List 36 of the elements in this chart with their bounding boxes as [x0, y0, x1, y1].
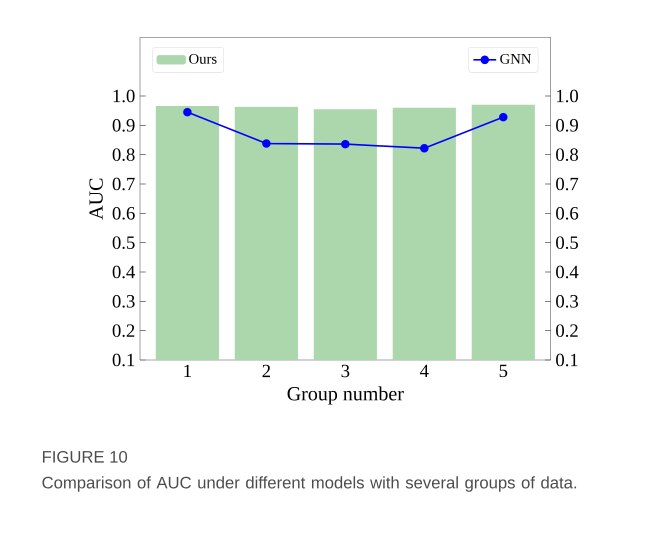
legend-label: Ours: [189, 54, 217, 64]
x-tick-label: 2: [262, 364, 270, 378]
y-tick-label: 0.2: [112, 324, 134, 338]
y2-tick-label: 0.6: [556, 206, 578, 220]
point: [183, 108, 192, 116]
x-tick-label: 1: [184, 364, 191, 378]
y2-tick-label: 0.2: [556, 324, 578, 338]
caption: FIGURE 10: [42, 450, 128, 463]
point: [262, 139, 271, 148]
x-tick-label: 3: [342, 364, 350, 378]
y2-tick-label: 0.7: [556, 178, 578, 190]
y-tick-label: 0.6: [112, 206, 135, 220]
y-tick-label: 0.7: [112, 178, 135, 190]
x-tick-label: 5: [500, 364, 508, 378]
legend-label: GNN: [500, 54, 532, 64]
y2-tick-label: 1.0: [557, 90, 578, 102]
y2-tick-label: 0.5: [556, 236, 578, 250]
point: [499, 112, 508, 122]
y2-tick-label: 0.4: [556, 266, 578, 278]
point: [341, 140, 350, 148]
y-tick-label: 0.3: [112, 294, 135, 308]
y-tick-label: 0.4: [112, 266, 136, 278]
y2-tick-label: 0.9: [556, 118, 578, 132]
y2-tick-label: 0.1: [556, 354, 578, 366]
y-tick-label: 0.8: [112, 148, 135, 162]
text: Comparison of AUC under different models with several groups of data.: [42, 476, 576, 492]
x-tick-label: 4: [420, 364, 429, 377]
y-tick-label: 0.9: [112, 118, 135, 132]
y2-tick-label: 0.3: [556, 294, 578, 308]
x-axis-title: Group number: [288, 386, 404, 405]
point: [420, 144, 429, 152]
y-tick-label: 1.0: [114, 90, 135, 102]
y-tick-label: 0.5: [112, 236, 135, 250]
y2-tick-label: 0.8: [556, 148, 578, 162]
y-axis-title: AUC: [89, 178, 103, 220]
y-tick-label: 0.1: [112, 354, 134, 366]
